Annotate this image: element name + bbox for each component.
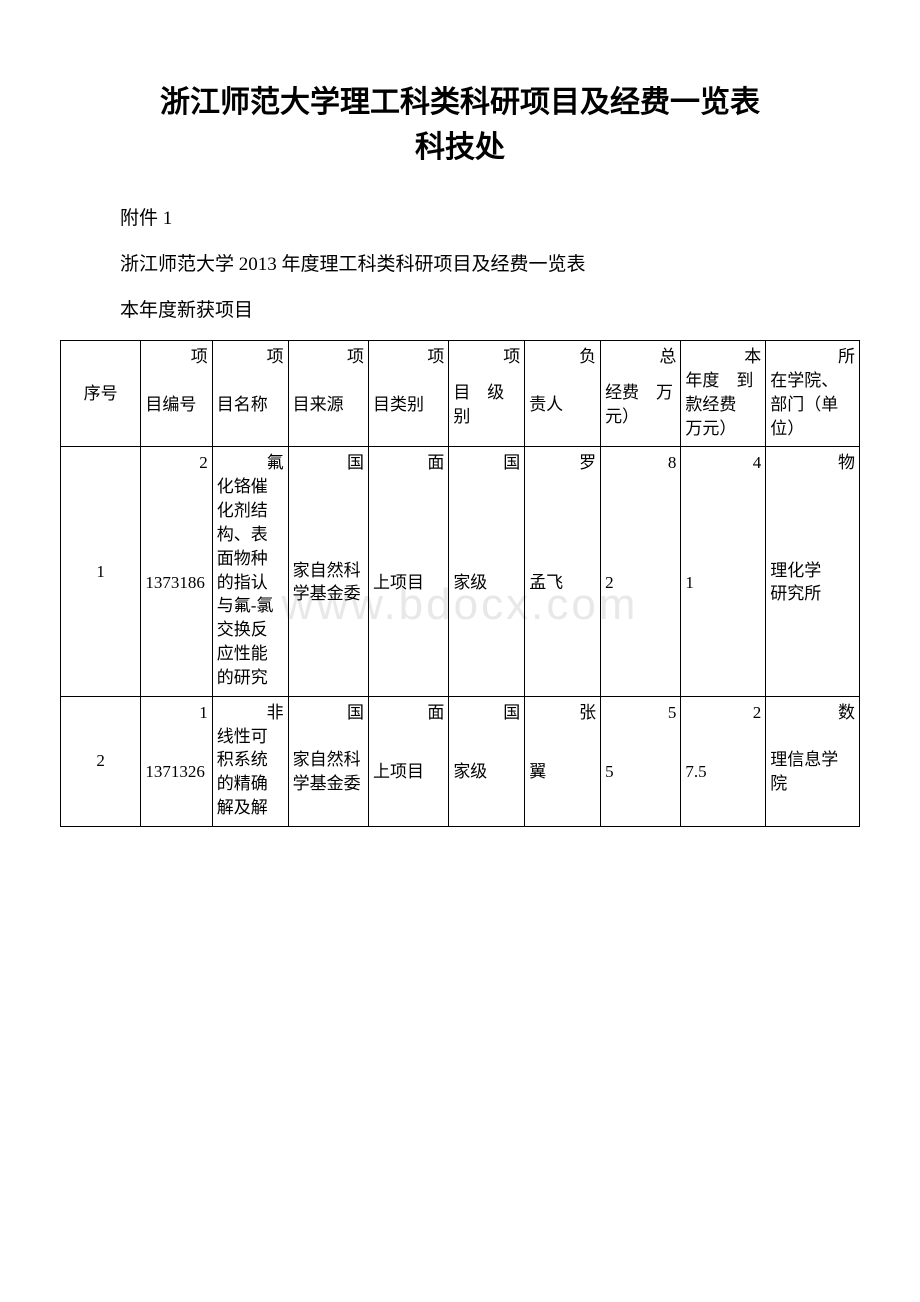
cell-dept-prefix: 数 xyxy=(838,701,855,725)
cell-year-main: 1 xyxy=(685,571,761,595)
cell-dept-prefix: 物 xyxy=(838,451,855,475)
cell-name-prefix: 氟 xyxy=(267,451,284,475)
header-total: 总 经费 万元） xyxy=(601,341,681,447)
header-name-main: 目名称 xyxy=(217,393,284,417)
cell-id: 2 1373186 xyxy=(141,447,212,696)
cell-name: 非 线性可积系统的精确解及解 xyxy=(212,696,288,826)
cell-total-main: 2 xyxy=(605,571,676,595)
cell-cat: 面 上项目 xyxy=(368,447,448,696)
header-id-main: 目编号 xyxy=(145,393,207,417)
cell-id-main: 1373186 xyxy=(145,571,207,595)
cell-total-prefix: 8 xyxy=(668,451,677,475)
header-source: 项 目来源 xyxy=(288,341,368,447)
header-level-main: 目 级别 xyxy=(453,381,520,429)
cell-cat: 面 上项目 xyxy=(368,696,448,826)
header-person-main: 责人 xyxy=(529,393,596,417)
header-cat-main: 目类别 xyxy=(373,393,444,417)
cell-total-main: 5 xyxy=(605,760,676,784)
cell-total: 5 5 xyxy=(601,696,681,826)
cell-level-prefix: 国 xyxy=(503,451,520,475)
cell-name-main: 化铬催化剂结构、表面物种的指认与氟-氯交换反应性能的研究 xyxy=(217,475,284,689)
header-source-main: 目来源 xyxy=(293,393,364,417)
header-year-main: 年度 到款经费 万元） xyxy=(685,369,761,440)
cell-id-prefix: 1 xyxy=(199,701,208,725)
cell-name-prefix: 非 xyxy=(267,701,284,725)
header-dept-main: 在学院、 部门（单位） xyxy=(770,369,855,440)
header-id-prefix: 项 xyxy=(191,345,208,369)
cell-level: 国 家级 xyxy=(449,696,525,826)
cell-cat-main: 上项目 xyxy=(373,571,444,595)
cell-source-main: 家自然科学基金委 xyxy=(293,559,364,607)
cell-name: 氟 化铬催化剂结构、表面物种的指认与氟-氯交换反应性能的研究 xyxy=(212,447,288,696)
cell-seq: 1 xyxy=(61,447,141,696)
cell-total-prefix: 5 xyxy=(668,701,677,725)
title-line-1: 浙江师范大学理工科类科研项目及经费一览表 xyxy=(160,86,760,119)
cell-name-main: 线性可积系统的精确解及解 xyxy=(217,725,284,820)
cell-source-main: 家自然科学基金委 xyxy=(293,748,364,796)
table-row: 1 2 1373186 氟 化铬催化剂结构、表面物种的指认与氟-氯交换反应性能的… xyxy=(61,447,860,696)
cell-cat-main: 上项目 xyxy=(373,760,444,784)
header-level: 项 目 级别 xyxy=(449,341,525,447)
section-label: 本年度新获项目 xyxy=(120,292,860,330)
cell-source: 国 家自然科学基金委 xyxy=(288,447,368,696)
header-cat: 项 目类别 xyxy=(368,341,448,447)
attachment-label: 附件 1 xyxy=(120,200,860,238)
cell-id: 1 1371326 xyxy=(141,696,212,826)
cell-person-main: 翼 xyxy=(529,760,596,784)
cell-level-main: 家级 xyxy=(453,571,520,595)
cell-person: 罗 孟飞 xyxy=(525,447,601,696)
header-dept-prefix: 所 xyxy=(838,345,855,369)
cell-id-main: 1371326 xyxy=(145,760,207,784)
cell-year-main: 7.5 xyxy=(685,760,761,784)
header-dept: 所 在学院、 部门（单位） xyxy=(766,341,860,447)
cell-person: 张 翼 xyxy=(525,696,601,826)
table-row: 2 1 1371326 非 线性可积系统的精确解及解 国 家自然科学基金委 面 … xyxy=(61,696,860,826)
cell-seq: 2 xyxy=(61,696,141,826)
cell-source-prefix: 国 xyxy=(347,701,364,725)
cell-source-prefix: 国 xyxy=(347,451,364,475)
page-title: 浙江师范大学理工科类科研项目及经费一览表 科技处 xyxy=(60,80,860,170)
header-year: 本 年度 到款经费 万元） xyxy=(681,341,766,447)
subtitle-text: 浙江师范大学 2013 年度理工科类科研项目及经费一览表 xyxy=(120,246,860,284)
cell-dept: 数 理信息学院 xyxy=(766,696,860,826)
projects-table: 序号 项 目编号 项 目名称 项 目来源 项 目类别 项 目 级别 负 责人 总… xyxy=(60,340,860,827)
cell-year-prefix: 2 xyxy=(753,701,762,725)
cell-year: 4 1 xyxy=(681,447,766,696)
cell-total: 8 2 xyxy=(601,447,681,696)
cell-level-prefix: 国 xyxy=(503,701,520,725)
cell-year: 2 7.5 xyxy=(681,696,766,826)
header-year-prefix: 本 xyxy=(744,345,761,369)
cell-dept: 物 理化学 研究所 xyxy=(766,447,860,696)
cell-year-prefix: 4 xyxy=(753,451,762,475)
header-seq: 序号 xyxy=(61,341,141,447)
header-total-main: 经费 万元） xyxy=(605,381,676,429)
cell-level-main: 家级 xyxy=(453,760,520,784)
cell-person-prefix: 张 xyxy=(579,701,596,725)
cell-person-main: 孟飞 xyxy=(529,571,596,595)
title-line-2: 科技处 xyxy=(415,131,505,164)
header-person: 负 责人 xyxy=(525,341,601,447)
cell-id-prefix: 2 xyxy=(199,451,208,475)
cell-dept-main: 理化学 研究所 xyxy=(770,559,855,607)
cell-person-prefix: 罗 xyxy=(579,451,596,475)
cell-cat-prefix: 面 xyxy=(427,701,444,725)
cell-level: 国 家级 xyxy=(449,447,525,696)
header-cat-prefix: 项 xyxy=(427,345,444,369)
header-person-prefix: 负 xyxy=(579,345,596,369)
header-level-prefix: 项 xyxy=(503,345,520,369)
header-id: 项 目编号 xyxy=(141,341,212,447)
header-total-prefix: 总 xyxy=(659,345,676,369)
cell-source: 国 家自然科学基金委 xyxy=(288,696,368,826)
header-name: 项 目名称 xyxy=(212,341,288,447)
header-name-prefix: 项 xyxy=(267,345,284,369)
cell-cat-prefix: 面 xyxy=(427,451,444,475)
header-source-prefix: 项 xyxy=(347,345,364,369)
cell-dept-main: 理信息学院 xyxy=(770,748,855,796)
table-header-row: 序号 项 目编号 项 目名称 项 目来源 项 目类别 项 目 级别 负 责人 总… xyxy=(61,341,860,447)
